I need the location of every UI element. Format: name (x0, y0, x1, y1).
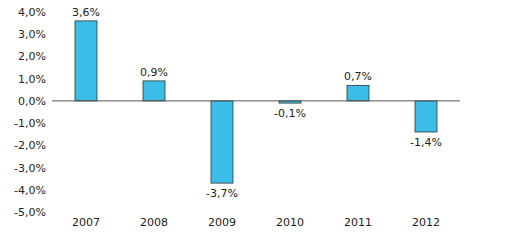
bar (415, 101, 437, 132)
x-tick-label: 2011 (344, 216, 372, 229)
y-tick-label: -3,0% (14, 162, 46, 175)
x-tick-label: 2008 (140, 216, 168, 229)
chart-container: -5,0% -4,0% -3,0% -2,0% -1,0% 0,0% 1,0% 2,0% 3,0… (0, 0, 510, 240)
y-tick-label: 1,0% (18, 73, 46, 86)
x-tick-label: 2009 (208, 216, 236, 229)
data-label: -0,1% (274, 107, 306, 120)
data-label: 0,7% (344, 70, 372, 83)
y-tick-label: 0,0% (18, 95, 46, 108)
bar (143, 81, 165, 101)
bar (211, 101, 233, 183)
y-tick-label: 3,0% (18, 28, 46, 41)
y-tick-label: -1,0% (14, 117, 46, 130)
data-label: -3,7% (206, 187, 238, 200)
data-label: 3,6% (72, 6, 100, 19)
y-tick-label: -2,0% (14, 139, 46, 152)
y-tick-label: 4,0% (18, 6, 46, 19)
data-label: -1,4% (410, 136, 442, 149)
x-axis-line (52, 100, 460, 101)
x-tick-label: 2010 (276, 216, 304, 229)
chart-svg: -5,0% -4,0% -3,0% -2,0% -1,0% 0,0% 1,0% 2,0% 3,0… (0, 0, 510, 240)
data-label: 0,9% (140, 66, 168, 79)
y-tick-label: -5,0% (14, 206, 46, 219)
bars (75, 21, 437, 183)
bar (347, 85, 369, 101)
x-tick-label: 2012 (412, 216, 440, 229)
y-tick-label: 2,0% (18, 50, 46, 63)
y-tick-label: -4,0% (14, 184, 46, 197)
bar (75, 21, 97, 101)
x-tick-label: 2007 (72, 216, 100, 229)
